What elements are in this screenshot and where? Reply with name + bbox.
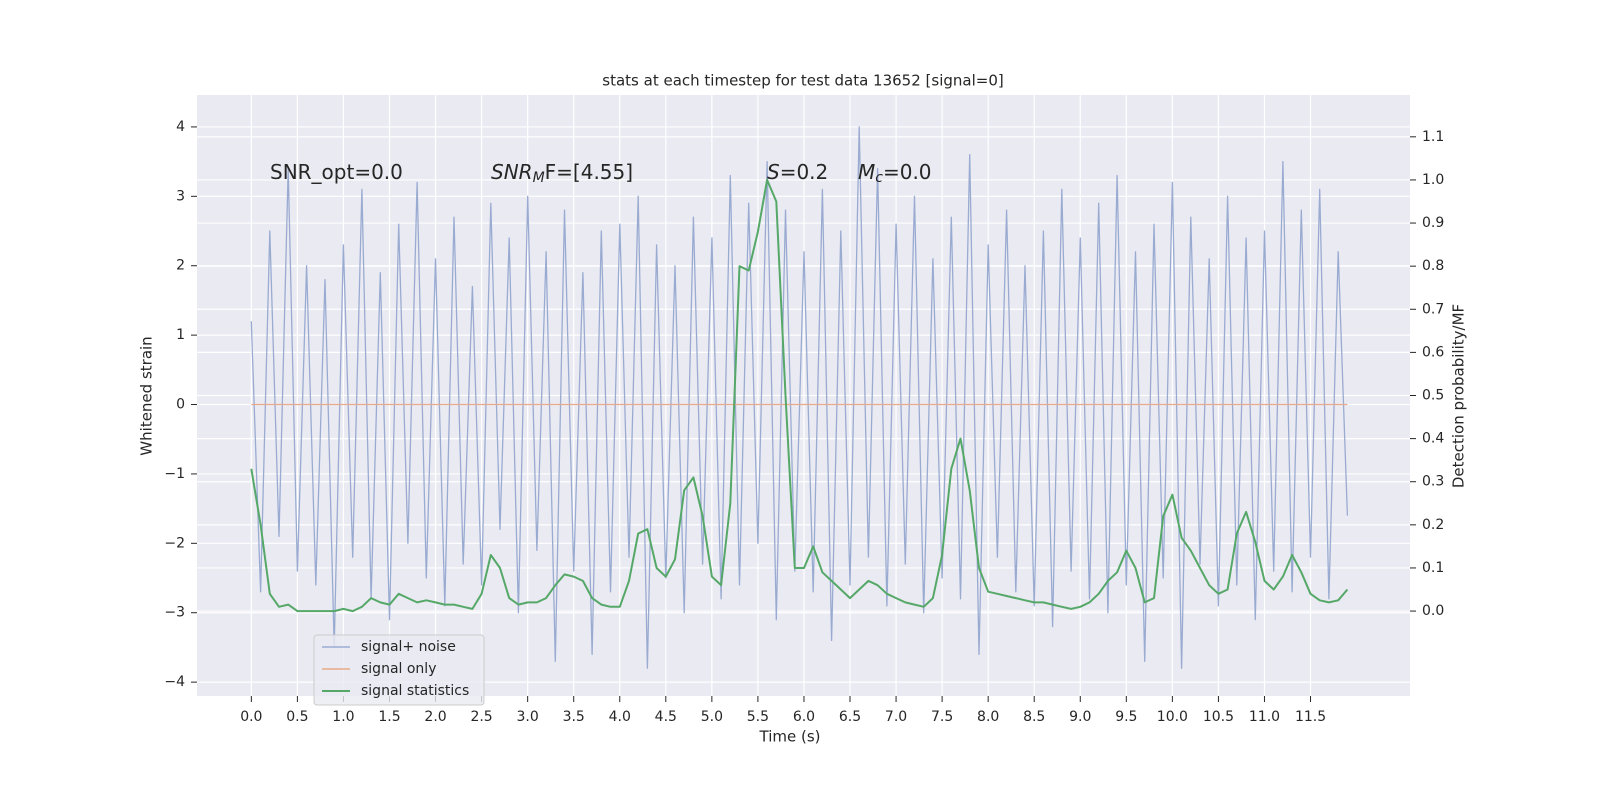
x-tick-label: 10.5	[1203, 709, 1234, 725]
x-tick-label: 10.0	[1157, 709, 1188, 725]
x-tick-label: 4.0	[609, 709, 631, 725]
x-tick-label: 5.5	[747, 709, 769, 725]
annotation-text: F=[4.55]	[545, 160, 633, 184]
x-tick-label: 7.0	[885, 709, 907, 725]
x-tick-label: 9.0	[1069, 709, 1091, 725]
y-axis-label: Whitened strain	[138, 336, 156, 455]
annotation-text: =0.2	[780, 160, 829, 184]
x-tick-label: 11.0	[1249, 709, 1280, 725]
marks	[250, 126, 1349, 669]
series-line	[250, 178, 1349, 613]
y2-tick-label: 0.1	[1422, 560, 1444, 576]
y2-tick-label: 0.5	[1422, 388, 1444, 404]
y2-tick-label: 0.0	[1422, 603, 1444, 619]
y2-tick-label: 0.7	[1422, 301, 1444, 317]
x-tick-label: 1.5	[378, 709, 400, 725]
annotation-symbol: S	[767, 160, 780, 184]
x-tick-label: 8.5	[1023, 709, 1045, 725]
x-tick-label: 8.0	[977, 709, 999, 725]
overlay: SNR_opt=0.0 SNRMF=[4.55] S=0.2 Mc=0.0signal…	[270, 160, 932, 706]
y2-tick-label: 1.0	[1422, 172, 1444, 188]
y2-tick-label: 1.1	[1422, 129, 1444, 145]
y-tick-label: −3	[164, 605, 185, 621]
x-tick-label: 6.5	[839, 709, 861, 725]
legend-label: signal statistics	[361, 683, 469, 699]
legend-label: signal only	[361, 661, 436, 677]
y2-tick-label: 0.4	[1422, 431, 1444, 447]
y2-tick-label: 0.8	[1422, 258, 1444, 274]
y2-axis-label: Detection probability/MF	[1450, 304, 1468, 488]
x-tick-label: 1.0	[332, 709, 354, 725]
annotation: SNRMF=[4.55]	[491, 160, 633, 187]
y-tick-label: 2	[176, 258, 185, 274]
x-tick-label: 9.5	[1115, 709, 1137, 725]
y-tick-label: 3	[176, 188, 185, 204]
x-tick-label: 6.0	[793, 709, 815, 725]
x-tick-label: 3.0	[517, 709, 539, 725]
annotation: SNR_opt=0.0	[270, 160, 403, 184]
y2-tick-label: 0.3	[1422, 474, 1444, 490]
y-tick-label: −4	[164, 674, 185, 690]
y2-tick-label: 0.9	[1422, 215, 1444, 231]
x-tick-label: 2.0	[424, 709, 446, 725]
legend-label: signal+ noise	[361, 639, 456, 655]
annotation-subscript: c	[875, 170, 883, 186]
x-tick-label: 4.5	[655, 709, 677, 725]
x-axis-label: Time (s)	[759, 728, 821, 746]
x-tick-label: 0.0	[240, 709, 262, 725]
annotation: Mc=0.0	[858, 160, 932, 187]
annotation-symbol: SNR	[491, 160, 533, 184]
y-tick-label: 1	[176, 327, 185, 343]
chart-title: stats at each timestep for test data 136…	[602, 72, 1003, 90]
y-tick-label: −2	[164, 535, 185, 551]
annotation-subscript: M	[533, 170, 545, 186]
y-tick-label: −1	[164, 466, 185, 482]
y-tick-label: 0	[176, 397, 185, 413]
x-tick-label: 5.0	[701, 709, 723, 725]
y2-tick-label: 0.6	[1422, 344, 1444, 360]
annotation: S=0.2	[767, 160, 828, 184]
y2-tick-label: 0.2	[1422, 517, 1444, 533]
x-tick-label: 7.5	[931, 709, 953, 725]
x-tick-label: 11.5	[1295, 709, 1326, 725]
y-tick-label: 4	[176, 119, 185, 135]
x-tick-label: 3.5	[563, 709, 585, 725]
x-tick-label: 2.5	[470, 709, 492, 725]
legend-box	[313, 634, 485, 706]
legend: signal+ noise signal only signal statistic…	[313, 634, 485, 706]
annotation-text: =0.0	[883, 160, 932, 184]
annotation-text: SNR_opt=0.0	[270, 160, 403, 184]
annotation-symbol: M	[858, 160, 875, 184]
x-tick-label: 0.5	[286, 709, 308, 725]
